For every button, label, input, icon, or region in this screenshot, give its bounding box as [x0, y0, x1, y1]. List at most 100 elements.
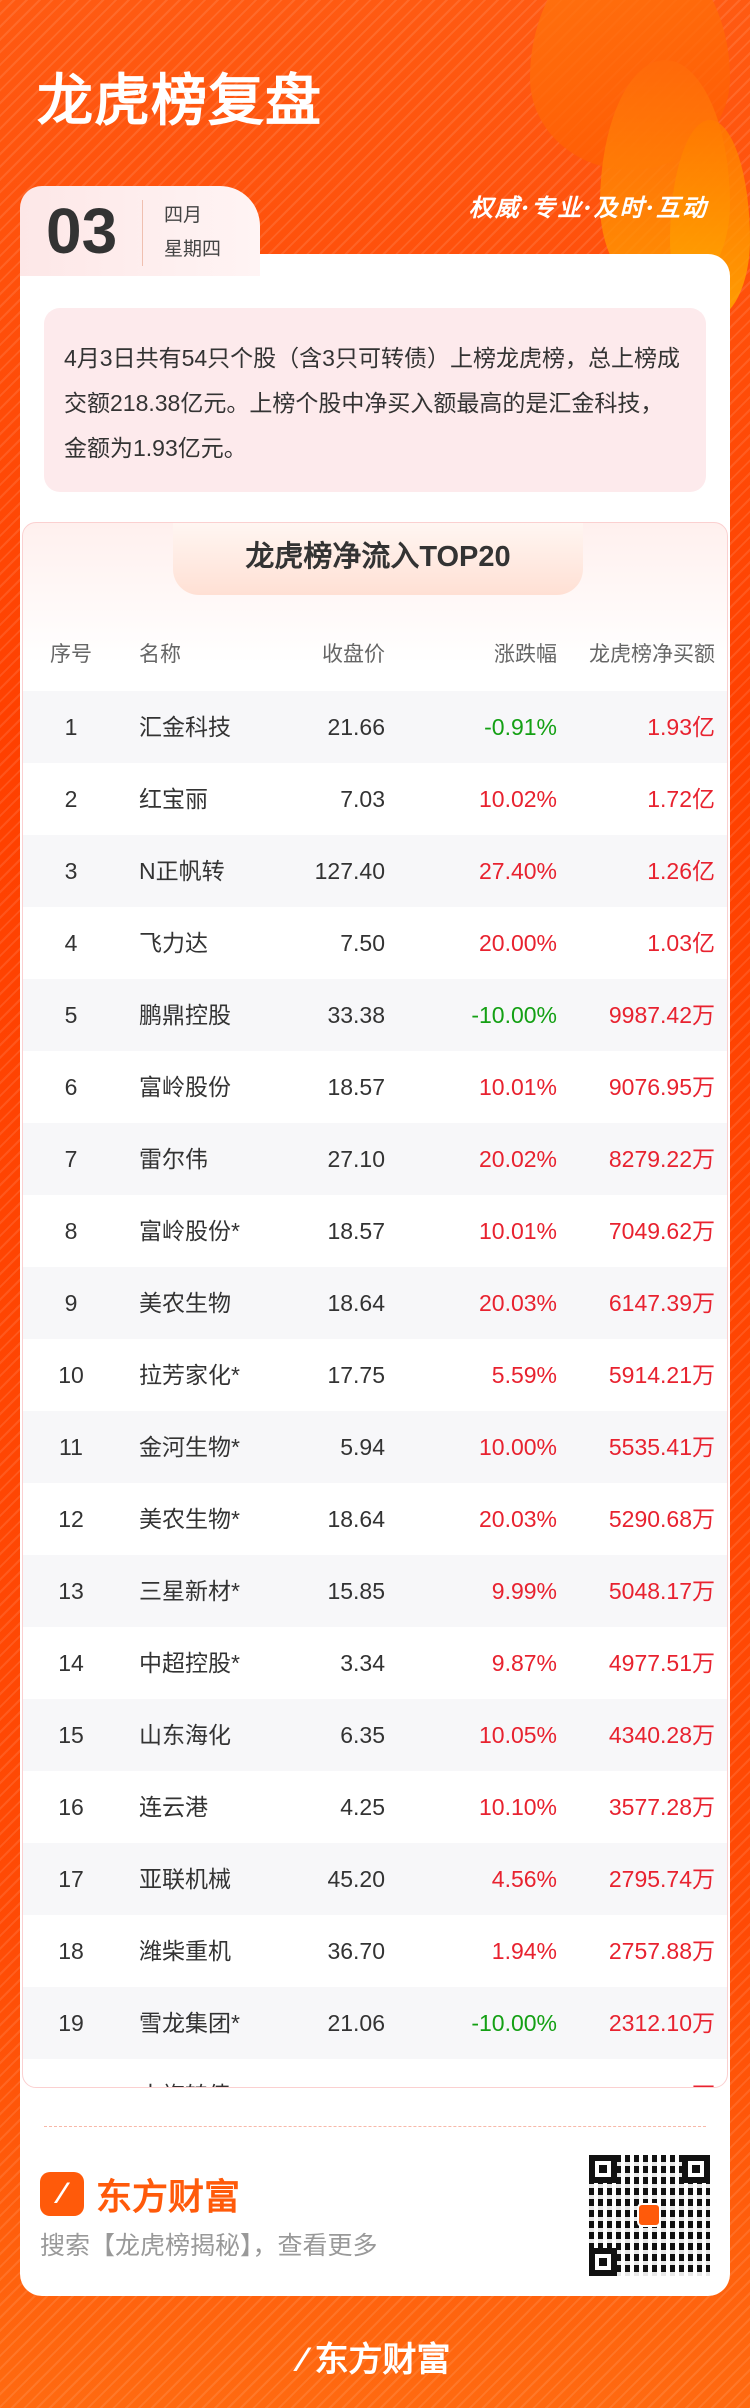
table-title: 龙虎榜净流入TOP20	[173, 523, 583, 595]
cell-name: 山东海化	[139, 1722, 231, 1748]
table-row[interactable]: 15 山东海化 6.35 10.05% 4340.28万	[23, 1699, 727, 1771]
cell-rank: 19	[58, 2010, 84, 2036]
cell-net-buy: 8279.22万	[608, 1146, 715, 1172]
cell-close: 15.85	[327, 1578, 385, 1604]
cell-name: 三星新材*	[139, 1578, 240, 1604]
table-row[interactable]: 6 富岭股份 18.57 10.01% 9076.95万	[23, 1051, 727, 1123]
table-row[interactable]: 19 雪龙集团* 21.06 -10.00% 2312.10万	[23, 1987, 727, 2059]
date-day: 03	[46, 195, 118, 267]
slogan: 权威·专业·及时·互动	[468, 193, 708, 222]
cell-change: 20.00%	[479, 2059, 557, 2087]
decorative-ribbons	[430, 0, 750, 360]
cell-name: 中超控股*	[139, 1650, 240, 1676]
divider	[44, 2126, 706, 2127]
cell-rank: 11	[59, 1434, 83, 1460]
table-row[interactable]: 16 连云港 4.25 10.10% 3577.28万	[23, 1771, 727, 1843]
eastmoney-logo-icon: ⁄	[40, 2172, 84, 2216]
cell-name: 金河生物*	[139, 1434, 240, 1460]
cell-rank: 4	[64, 930, 78, 956]
table-row[interactable]: 10 拉芳家化* 17.75 5.59% 5914.21万	[23, 1339, 727, 1411]
top20-table: 龙虎榜净流入TOP20 序号 名称 收盘价 涨跌幅 龙虎榜净买额 1 汇金科技 21…	[22, 522, 728, 2088]
date-month: 四月	[164, 205, 203, 226]
cell-change: 10.00%	[478, 1434, 557, 1460]
table-row[interactable]: 8 富岭股份* 18.57 10.01% 7049.62万	[23, 1195, 727, 1267]
cell-name: 富岭股份	[139, 1074, 231, 1100]
cell-rank: 3	[64, 858, 78, 884]
table-row[interactable]: 1 汇金科技 21.66 -0.91% 1.93亿	[23, 691, 727, 763]
table-row[interactable]: 12 美农生物* 18.64 20.03% 5290.68万	[23, 1483, 727, 1555]
bottom-brand: ⁄ 东方财富	[299, 2341, 451, 2379]
cell-change: 10.01%	[478, 1218, 557, 1244]
cell-net-buy: 4340.28万	[608, 1722, 715, 1748]
cell-close: 18.57	[327, 1218, 385, 1244]
cell-rank: 9	[64, 1290, 78, 1316]
cell-net-buy: 1.72亿	[647, 786, 715, 812]
table-row[interactable]: 18 潍柴重机 36.70 1.94% 2757.88万	[23, 1915, 727, 1987]
date-weekday: 星期四	[164, 239, 222, 260]
cell-net-buy: 4977.51万	[608, 1650, 715, 1676]
cell-close: 18.64	[327, 1290, 385, 1316]
cell-name: 鹏鼎控股	[139, 1002, 231, 1028]
cell-name: 雪龙集团*	[139, 2010, 240, 2036]
cell-rank: 12	[58, 1506, 84, 1532]
cell-name: 富岭股份*	[139, 1218, 240, 1244]
cell-rank: 18	[58, 1938, 84, 1964]
cell-net-buy: 1.26亿	[647, 858, 715, 884]
cell-name: 飞力达	[139, 930, 208, 956]
search-hint: 搜索【龙虎榜揭秘】，查看更多	[40, 2232, 378, 2260]
table-row[interactable]: 11 金河生物* 5.94 10.00% 5535.41万	[23, 1411, 727, 1483]
table-row[interactable]: 17 亚联机械 45.20 4.56% 2795.74万	[23, 1843, 727, 1915]
date-tab: 03 四月 星期四	[20, 186, 260, 276]
cell-rank: 5	[64, 1002, 78, 1028]
cell-close: 17.75	[327, 1362, 385, 1388]
cell-close: 21.06	[327, 2010, 385, 2036]
col-change: 涨跌幅	[494, 643, 557, 666]
cell-close: 21.66	[327, 714, 385, 740]
cell-net-buy: 9987.42万	[608, 1002, 715, 1028]
brand-name: 东方财富	[96, 2176, 241, 2217]
cell-name: N正帆转	[139, 858, 225, 884]
eastmoney-logo-icon	[637, 2203, 661, 2227]
cell-close: 4.25	[340, 1794, 385, 1820]
divider	[142, 200, 143, 266]
cell-close: 7.50	[340, 930, 385, 956]
table-row[interactable]: 20 中旗转债 243.40 20.00% 2132.29万	[23, 2059, 727, 2087]
table-row[interactable]: 9 美农生物 18.64 20.03% 6147.39万	[23, 1267, 727, 1339]
cell-change: 27.40%	[478, 858, 557, 884]
table-row[interactable]: 3 N正帆转 127.40 27.40% 1.26亿	[23, 835, 727, 907]
cell-net-buy: 2757.88万	[608, 1938, 715, 1964]
table-row[interactable]: 14 中超控股* 3.34 9.87% 4977.51万	[23, 1627, 727, 1699]
cell-name: 中旗转债	[139, 2059, 231, 2087]
table-row[interactable]: 4 飞力达 7.50 20.00% 1.03亿	[23, 907, 727, 979]
cell-change: 10.05%	[478, 1722, 557, 1748]
cell-rank: 1	[64, 714, 78, 740]
cell-net-buy: 3577.28万	[608, 1794, 715, 1820]
cell-change: 1.94%	[491, 1938, 557, 1964]
cell-change: 20.02%	[478, 1146, 557, 1172]
col-net-buy: 龙虎榜净买额	[589, 643, 715, 666]
cell-rank: 6	[64, 1074, 78, 1100]
cell-close: 36.70	[327, 1938, 385, 1964]
table-row[interactable]: 13 三星新材* 15.85 9.99% 5048.17万	[23, 1555, 727, 1627]
cell-rank: 10	[58, 1362, 84, 1388]
cell-net-buy: 1.93亿	[647, 714, 715, 740]
cell-net-buy: 2795.74万	[608, 1866, 715, 1892]
table-row[interactable]: 7 雷尔伟 27.10 20.02% 8279.22万	[23, 1123, 727, 1195]
cell-change: -10.00%	[471, 1002, 557, 1028]
cell-change: 10.10%	[478, 1794, 557, 1820]
qr-code	[589, 2155, 710, 2276]
cell-close: 243.40	[315, 2059, 385, 2087]
cell-close: 7.03	[340, 786, 385, 812]
cell-net-buy: 5914.21万	[608, 1362, 715, 1388]
cell-change: 20.03%	[478, 1290, 557, 1316]
table-row[interactable]: 5 鹏鼎控股 33.38 -10.00% 9987.42万	[23, 979, 727, 1051]
cell-close: 3.34	[340, 1650, 385, 1676]
cell-rank: 15	[58, 1722, 84, 1748]
col-name: 名称	[139, 643, 181, 666]
cell-close: 18.64	[327, 1506, 385, 1532]
cell-close: 45.20	[327, 1866, 385, 1892]
table-row[interactable]: 2 红宝丽 7.03 10.02% 1.72亿	[23, 763, 727, 835]
bottom-brand-name: 东方财富	[314, 2341, 451, 2379]
cell-rank: 8	[64, 1218, 78, 1244]
